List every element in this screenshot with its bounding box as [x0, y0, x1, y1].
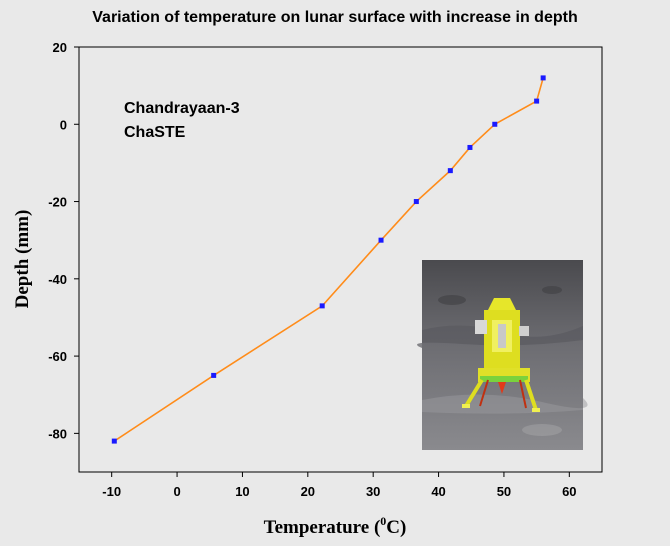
data-point	[492, 121, 498, 127]
y-tick-label: -60	[48, 349, 67, 364]
data-point	[467, 144, 473, 150]
y-axis-label: Depth (mm)	[12, 210, 33, 309]
y-tick-label: 0	[60, 117, 67, 132]
data-point	[534, 98, 540, 104]
x-axis-label-unit: C)	[386, 517, 406, 538]
x-tick-label: 10	[235, 484, 249, 499]
x-tick-label: 40	[431, 484, 445, 499]
annotation-instrument: ChaSTE	[124, 124, 186, 141]
inset-lander-photo	[417, 260, 588, 450]
x-axis-label-text: Temperature (	[264, 517, 381, 538]
data-point	[319, 303, 325, 309]
x-tick-label: 0	[173, 484, 180, 499]
plot-frame	[78, 46, 603, 473]
series-line	[113, 77, 544, 442]
x-tick-label: -10	[102, 484, 121, 499]
x-tick-label: 30	[366, 484, 380, 499]
x-tick-label: 20	[301, 484, 315, 499]
data-point	[211, 372, 217, 378]
x-tick-label: 50	[497, 484, 511, 499]
data-point	[111, 438, 117, 444]
data-point	[447, 168, 453, 174]
x-tick-label: 60	[562, 484, 576, 499]
data-point	[540, 75, 546, 81]
y-tick-label: -80	[48, 426, 67, 441]
lander-icon	[462, 298, 540, 412]
x-axis-label-superscript: 0	[380, 514, 386, 528]
data-point	[413, 199, 419, 205]
y-tick-label: -20	[48, 195, 67, 210]
data-point	[378, 237, 384, 243]
chart-title: Variation of temperature on lunar surfac…	[92, 9, 577, 26]
y-tick-label: 20	[53, 40, 67, 55]
annotation-mission: Chandrayaan-3	[124, 100, 240, 117]
series-layer	[111, 75, 546, 444]
x-axis-label: Temperature (0C)	[264, 514, 407, 538]
axis-ticks: -10 0 10 20 30 40 50 60 20 0 -20 -40 -60 -80	[48, 40, 576, 499]
y-tick-label: -40	[48, 272, 67, 287]
